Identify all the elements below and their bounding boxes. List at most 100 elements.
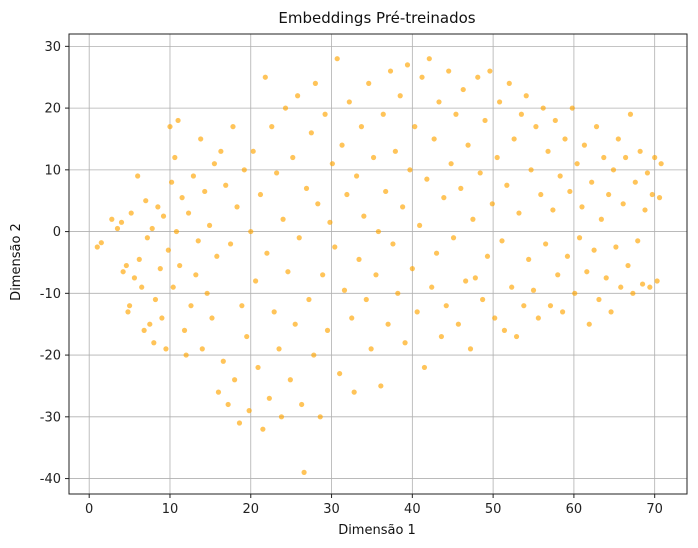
scatter-point [118,219,125,225]
scatter-point [443,303,449,309]
scatter-point [317,414,323,420]
scatter-point [480,296,486,303]
scatter-point [477,170,483,176]
scatter-point [324,327,331,333]
scatter-point [220,358,226,364]
scatter-point [647,284,653,290]
scatter-point [123,262,129,269]
scatter-point [165,247,171,253]
scatter-point [193,272,199,278]
scatter-point [530,287,537,293]
scatter-point [339,142,345,148]
scatter-point [380,111,386,117]
scatter-point [632,179,638,185]
y-tick-label: -40 [40,472,61,487]
scatter-point [290,154,296,161]
scatter-point [586,321,592,327]
scatter-point [271,309,277,315]
scatter-point [574,161,580,167]
scatter-point [606,191,612,198]
scatter-point [179,195,185,201]
scatter-point [637,148,643,154]
scatter-point [453,111,459,117]
y-tick-label: 0 [53,225,61,240]
scatter-point [349,315,355,321]
scatter-point [603,275,609,281]
scatter-point [301,469,307,475]
scatter-point [470,216,476,222]
scatter-point [559,309,566,315]
scatter-point [455,321,461,327]
scatter-point [584,269,590,275]
scatter-point [627,111,634,117]
scatter-point [501,327,508,333]
scatter-point [523,93,529,99]
scatter-point [322,111,328,117]
scatter-point [489,201,495,207]
scatter-point [555,272,561,278]
scatter-point [149,225,155,232]
scatter-point [198,136,204,142]
scatter-point [266,395,272,401]
scatter-point [177,262,183,269]
x-axis: 0 10 20 30 40 50 60 70 [85,494,663,517]
scatter-point [135,173,141,179]
scatter-point [596,296,602,303]
scatter-point [262,74,268,80]
scatter-point [255,364,261,371]
scatter-point [572,290,578,296]
scatter-point [581,142,588,148]
scatter-point [591,247,597,253]
scatter-point [274,170,280,176]
scatter-point [278,414,285,420]
scatter-point [460,86,466,93]
scatter-point [202,188,208,195]
scatter-point [269,124,275,130]
scatter-point [109,216,115,222]
scatter-point [550,207,556,213]
scatter-point [658,161,664,167]
scatter-point [232,377,238,383]
scatter-point [387,68,394,74]
scatter-point [417,222,423,229]
scatter-point [615,136,621,142]
scatter-point [206,222,213,229]
scatter-point [579,204,585,210]
scatter-point [183,352,189,358]
scatter-point [448,161,454,167]
points-layer [94,56,664,475]
scatter-point [334,56,340,62]
x-tick-label: 10 [162,502,179,517]
scatter-point [526,256,532,262]
scatter-point [458,185,464,191]
scatter-point [157,266,163,272]
scatter-point [426,56,432,62]
scatter-point [506,80,512,86]
scatter-point [211,161,218,167]
scatter-point [644,170,651,176]
scatter-point [120,269,126,275]
scatter-point [552,117,558,124]
scatter-point [311,352,317,358]
scatter-point [190,173,197,179]
x-tick-label: 30 [323,502,340,517]
scatter-point [308,130,314,136]
scatter-point [248,228,254,235]
scatter-point [188,303,194,309]
scatter-point [635,238,641,244]
scatter-point [285,269,291,275]
scatter-point [214,253,220,259]
scatter-point [151,340,157,346]
scatter-point [375,228,382,235]
scatter-point [168,179,175,185]
scatter-point [402,340,408,346]
scatter-point [337,370,343,377]
scatter-point [589,179,595,185]
scatter-point [144,235,150,241]
scatter-point [465,142,471,148]
scatter-point [282,105,289,111]
scatter-point [593,124,600,130]
scatter-point [136,256,142,262]
scatter-point [509,284,515,290]
x-tick-label: 0 [85,502,93,517]
